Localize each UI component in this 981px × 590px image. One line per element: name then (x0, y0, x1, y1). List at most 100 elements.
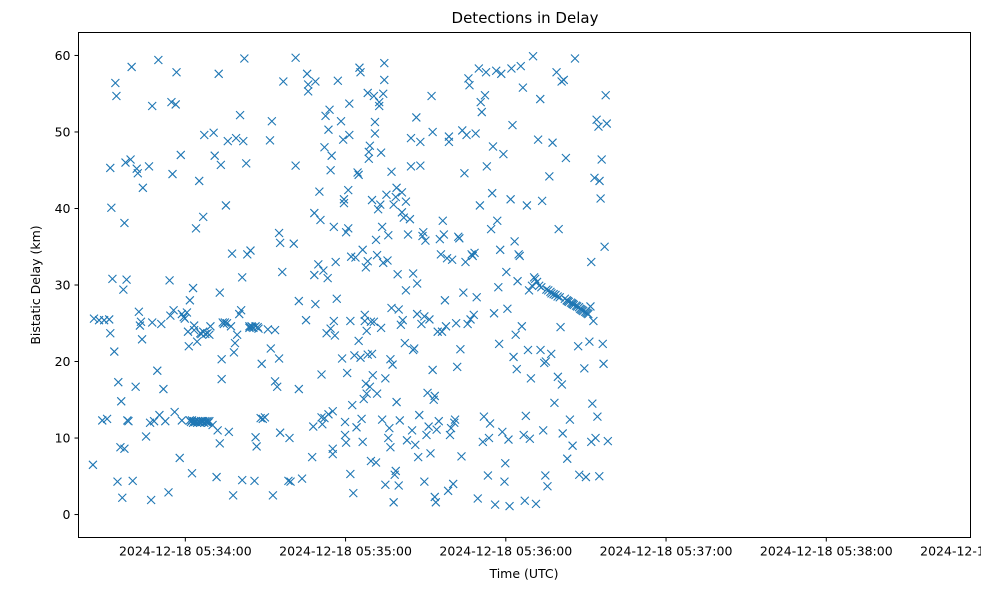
data-point (472, 292, 482, 302)
data-point (120, 218, 129, 228)
data-point (116, 396, 126, 406)
data-point (603, 436, 613, 446)
y-tick-label: 0 (63, 507, 71, 522)
data-point (315, 187, 324, 197)
data-point (246, 246, 255, 255)
data-point (331, 257, 341, 267)
data-point (144, 162, 154, 171)
data-point (354, 170, 364, 180)
data-point (345, 316, 355, 326)
data-point (543, 481, 552, 491)
data-point (217, 354, 227, 364)
data-point (415, 137, 425, 147)
data-point (553, 292, 563, 301)
data-point (473, 494, 483, 503)
data-point (347, 400, 357, 410)
data-point (340, 417, 350, 427)
data-point (599, 359, 608, 369)
data-point (430, 492, 440, 502)
data-point (226, 321, 236, 331)
data-point (118, 285, 128, 294)
data-point (434, 416, 444, 426)
data-point (320, 142, 329, 152)
data-point (220, 318, 230, 327)
data-point (585, 337, 594, 347)
data-point (223, 136, 233, 146)
data-point (388, 360, 397, 369)
data-point (398, 315, 408, 325)
data-point (520, 496, 530, 506)
data-point (555, 292, 565, 302)
data-point (153, 55, 163, 65)
data-point (232, 330, 242, 340)
data-point (236, 305, 246, 315)
data-point (126, 155, 135, 164)
data-point (517, 321, 527, 331)
y-tick-label: 20 (55, 354, 71, 369)
data-point (414, 410, 424, 420)
data-point (482, 162, 492, 171)
x-tick-label: 2024-12-18 05:38:00 (760, 544, 893, 559)
data-point (356, 67, 365, 77)
data-point (317, 419, 327, 429)
data-point (189, 325, 199, 335)
data-point (500, 477, 509, 487)
data-point (363, 88, 373, 98)
data-point (412, 309, 422, 319)
data-point (374, 97, 384, 107)
y-tick-label: 10 (55, 431, 71, 446)
data-point (463, 319, 473, 329)
data-point (508, 120, 517, 130)
data-point (291, 53, 301, 63)
data-point (357, 414, 366, 424)
data-point (303, 80, 313, 89)
data-point (364, 154, 374, 164)
data-point (323, 273, 333, 283)
data-point (106, 203, 116, 213)
data-point (333, 76, 343, 86)
data-point (172, 67, 181, 77)
data-point (102, 414, 112, 424)
data-point (422, 430, 431, 440)
data-point (403, 230, 413, 239)
data-point (587, 399, 597, 408)
data-point (215, 438, 225, 448)
data-point (565, 415, 575, 425)
data-point (308, 422, 318, 431)
y-tick-label: 40 (55, 201, 71, 216)
data-point (345, 469, 355, 479)
data-point (270, 377, 280, 386)
data-point (581, 472, 591, 482)
data-point (407, 425, 417, 435)
data-point (561, 153, 571, 163)
data-point (380, 373, 390, 383)
data-point (336, 116, 346, 126)
data-point (265, 135, 275, 145)
data-point (224, 427, 234, 437)
data-point (516, 61, 526, 71)
data-point (147, 101, 157, 111)
data-point (418, 227, 428, 237)
data-point (492, 216, 502, 226)
data-point (113, 377, 123, 387)
data-point (401, 285, 411, 295)
data-point (131, 382, 141, 392)
data-point (443, 486, 453, 496)
data-point (294, 296, 304, 306)
data-point (557, 380, 567, 389)
data-point (505, 501, 514, 511)
data-point (452, 362, 462, 372)
data-point (496, 69, 506, 79)
data-point (595, 176, 604, 186)
data-point (491, 66, 501, 76)
data-point (235, 110, 245, 120)
data-point (188, 283, 198, 293)
data-point (507, 64, 516, 73)
data-point (250, 476, 259, 486)
data-point (600, 242, 610, 252)
data-point (525, 434, 535, 444)
data-point (307, 452, 317, 462)
data-point (362, 326, 372, 336)
x-tick-label: 2024-12-18 05:34:00 (119, 544, 252, 559)
data-point (511, 330, 521, 340)
